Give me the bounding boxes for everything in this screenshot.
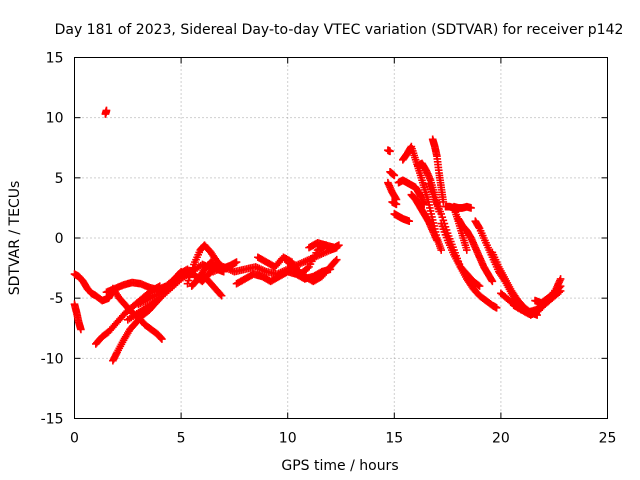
axis-ticks [74,57,608,419]
x-tick-label: 25 [599,431,617,447]
series-arc-s [386,168,399,180]
data-point [433,236,441,245]
x-tick-label: 20 [492,431,510,447]
y-tick-label: 0 [55,231,64,247]
y-axis-tick-labels: -15 -10 -5 0 5 10 15 [41,51,64,428]
data-point [467,204,475,212]
series-arc-z [428,135,448,206]
x-tick-label: 15 [385,431,403,447]
series-arc-q [384,146,394,156]
data-point [441,230,450,239]
data-point [442,233,451,242]
data-point [189,263,197,272]
data-point [332,255,341,264]
series-arc-x [407,190,441,245]
data-points [70,106,565,365]
data-point [386,147,394,156]
data-point [474,281,483,290]
data-point [232,258,241,266]
x-axis-tick-labels: 0 5 10 15 20 25 [70,431,616,447]
y-tick-label: 10 [46,111,64,127]
series-arc-ad [450,202,475,212]
data-point [439,198,448,206]
gridlines [74,57,608,419]
data-point [392,200,401,209]
data-point [437,219,446,228]
data-point [335,241,343,250]
y-tick-label: 15 [46,51,64,67]
series-arc-aj [531,282,565,307]
data-point [184,276,193,285]
data-point [185,273,194,282]
data-point [437,246,446,254]
y-tick-label: -10 [41,351,64,367]
series-arc-a [70,300,85,334]
data-point [77,325,85,334]
series-arc-v [394,176,428,209]
data-point [438,213,447,221]
data-point [475,282,484,290]
data-point [438,222,447,231]
x-tick-label: 10 [279,431,297,447]
series-arc-k [198,270,226,300]
data-point [187,267,196,275]
data-point [390,171,399,180]
chart-title: Day 181 of 2023, Sidereal Day-to-day VTE… [55,22,624,38]
y-tick-label: -5 [50,291,64,307]
x-tick-label: 0 [70,431,79,447]
y-axis-title: SDTVAR / TECUs [7,181,23,296]
series-arc-o [283,255,341,286]
data-point [158,335,166,343]
series-arc-ab [437,219,484,290]
data-point [556,275,565,283]
data-point [217,291,226,300]
plot-frame [74,57,608,419]
data-point [405,217,414,225]
data-point [439,225,448,233]
data-point [102,106,111,115]
data-point [492,303,501,312]
y-tick-label: -15 [41,412,64,428]
data-point [437,210,446,218]
series-arc-ae [454,214,497,286]
data-point [556,282,565,290]
data-point [186,270,195,278]
series-arc-u [390,210,414,225]
y-tick-label: 5 [55,171,64,187]
data-point [440,228,449,236]
x-tick-label: 5 [177,431,186,447]
x-axis-title: GPS time / hours [281,458,398,474]
series-arc-p [305,239,343,252]
series-arc-t [388,198,401,209]
data-point [488,277,497,286]
series-arc-r [384,178,401,204]
data-point [183,279,192,288]
data-point [462,246,471,254]
series-isolated-0 [101,106,111,118]
